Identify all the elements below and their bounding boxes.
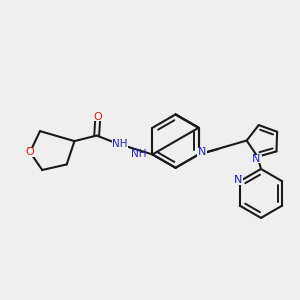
Text: N: N (233, 175, 242, 185)
Text: N: N (197, 147, 205, 157)
Text: O: O (93, 112, 102, 122)
FancyBboxPatch shape (197, 148, 207, 157)
FancyBboxPatch shape (232, 176, 243, 184)
Text: N: N (198, 147, 206, 157)
FancyBboxPatch shape (112, 140, 128, 149)
Text: NH: NH (112, 140, 128, 149)
Text: O: O (26, 147, 34, 157)
Text: NH: NH (131, 149, 147, 159)
Text: N: N (233, 175, 242, 185)
FancyBboxPatch shape (25, 148, 35, 157)
Text: N: N (252, 154, 261, 164)
Text: N: N (252, 154, 261, 164)
FancyBboxPatch shape (93, 112, 103, 121)
Text: O: O (93, 112, 102, 122)
Text: NH: NH (112, 140, 128, 149)
Text: O: O (25, 147, 33, 157)
FancyBboxPatch shape (251, 154, 262, 164)
